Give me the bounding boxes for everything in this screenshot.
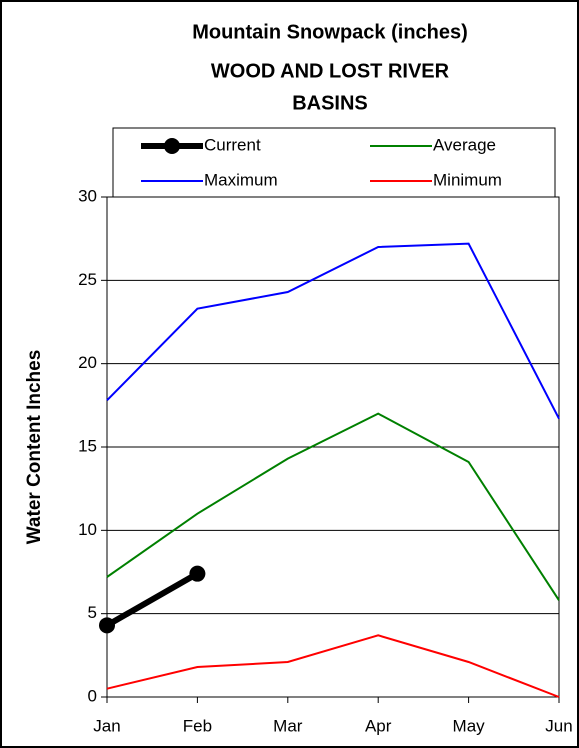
y-axis-label: Water Content Inches [24,350,45,545]
series-marker [99,617,115,634]
series-line [106,412,560,601]
y-tick-label: 10 [78,520,97,539]
chart-title: BASINS [292,92,368,114]
chart-title: WOOD AND LOST RIVER [211,60,450,82]
x-tick-label: Mar [273,716,303,735]
legend-marker [164,138,180,154]
y-tick-label: 5 [88,603,97,622]
legend-label: Current [204,135,261,154]
x-tick-label: May [453,716,486,735]
y-tick-label: 20 [78,353,97,372]
x-tick-label: Jun [545,716,572,735]
series-marker [189,565,206,582]
x-tick-label: Feb [183,716,212,735]
series-line [106,242,560,420]
y-tick-label: 30 [78,186,97,205]
legend-label: Maximum [204,170,278,189]
chart-title: Mountain Snowpack (inches) [192,21,468,43]
x-tick-label: Jan [93,716,120,735]
x-tick-label: Apr [365,716,392,735]
y-tick-label: 25 [78,270,97,289]
legend-label: Minimum [433,170,502,189]
series-line [106,634,560,698]
series-line [105,571,199,628]
legend-box [112,127,556,198]
legend-label: Average [433,135,496,154]
y-tick-label: 15 [78,436,97,455]
y-tick-label: 0 [88,686,97,705]
